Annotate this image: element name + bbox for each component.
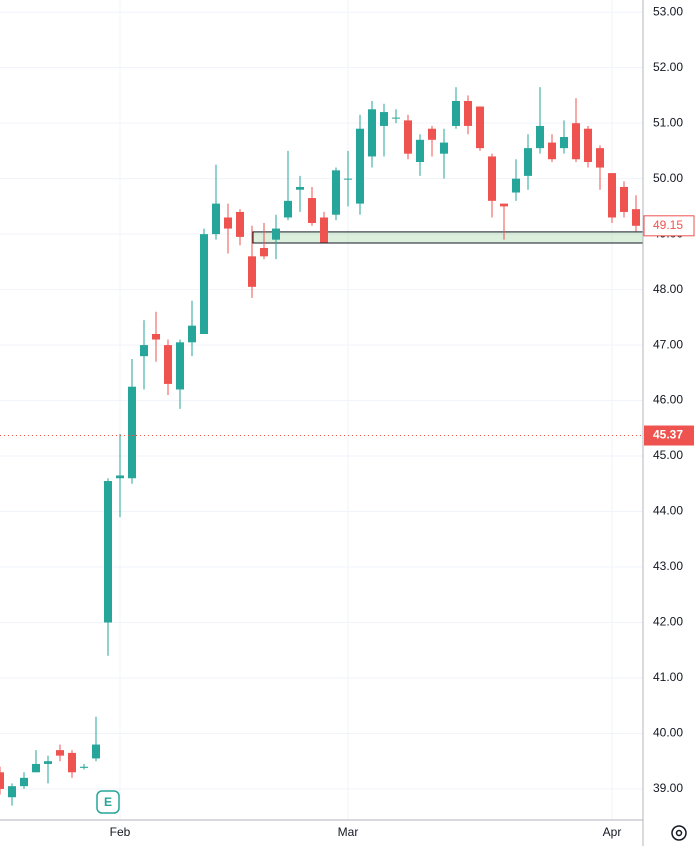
candle-body <box>284 200 292 218</box>
candle-body <box>596 148 604 168</box>
x-tick-label: Mar <box>338 825 359 839</box>
candle-body <box>128 386 136 479</box>
candle-body <box>416 139 424 163</box>
candle-body <box>464 100 472 126</box>
grid-layer <box>0 0 643 820</box>
candle-body <box>20 777 28 787</box>
y-tick-label: 47.00 <box>653 337 683 351</box>
y-tick-label: 45.00 <box>653 448 683 462</box>
candle-body <box>428 128 436 140</box>
candle-body <box>488 156 496 201</box>
candle-body <box>32 763 40 773</box>
candle-body <box>44 761 52 764</box>
axis-layer: 39.00 40.00 41.00 42.00 43.00 44.00 45.00 46.00… <box>96 4 695 839</box>
candle-body <box>212 203 220 235</box>
x-tick-label: Apr <box>603 825 622 839</box>
y-tick-label: 53.00 <box>653 4 683 18</box>
candle-body <box>116 475 124 479</box>
candle-body <box>368 109 376 157</box>
y-tick-label: 41.00 <box>653 670 683 684</box>
last-price-label: 49.15 <box>653 218 683 232</box>
candle-body <box>188 325 196 343</box>
settings-icon[interactable] <box>671 825 687 841</box>
earnings-marker <box>96 790 120 814</box>
candle-body <box>512 178 520 193</box>
y-tick-label: 43.00 <box>653 559 683 573</box>
candle-body <box>0 772 4 789</box>
candle-body <box>260 247 268 257</box>
candle-body <box>92 744 100 759</box>
support-zone <box>252 231 643 244</box>
candle-body <box>344 178 352 180</box>
candle-body <box>200 234 208 334</box>
candle-body <box>140 345 148 357</box>
y-tick-label: 42.00 <box>653 615 683 629</box>
last-price-box <box>643 215 695 237</box>
candle-body <box>152 333 160 340</box>
marks-layer <box>0 87 643 806</box>
y-tick-label: 44.00 <box>653 504 683 518</box>
candle-body <box>236 211 244 237</box>
candle-body <box>308 198 316 224</box>
candle-body <box>608 173 616 218</box>
candle-body <box>560 137 568 149</box>
candle-body <box>524 148 532 176</box>
candle-body <box>440 142 448 154</box>
candle-body <box>548 142 556 160</box>
y-tick-label: 48.00 <box>653 282 683 296</box>
candle-body <box>632 209 640 226</box>
candle-body <box>8 786 16 798</box>
candle-body <box>356 128 364 204</box>
y-tick-label: 39.00 <box>653 781 683 795</box>
y-tick-label: 46.00 <box>653 393 683 407</box>
candle-body <box>164 345 172 384</box>
candle-body <box>56 750 64 756</box>
candle-body <box>176 342 184 390</box>
candle-body <box>224 217 232 229</box>
price-label: 45.37 <box>653 428 683 442</box>
candle-body <box>500 203 508 207</box>
candle-body <box>380 112 388 126</box>
candle-body <box>452 100 460 126</box>
x-tick-label: Feb <box>110 825 131 839</box>
price-label-box <box>644 425 694 446</box>
candle-body <box>80 766 88 768</box>
candle-body <box>332 170 340 215</box>
candle-body <box>536 125 544 149</box>
candle-body <box>572 123 580 160</box>
candle-body <box>392 117 400 119</box>
candle-body <box>248 256 256 287</box>
candle-body <box>404 120 412 154</box>
candle-body <box>296 186 304 190</box>
y-tick-label: 40.00 <box>653 726 683 740</box>
candle-body <box>320 217 328 243</box>
earnings-label: E <box>104 795 112 809</box>
candle-body <box>620 186 628 212</box>
y-tick-label: 52.00 <box>653 60 683 74</box>
y-tick-label: 51.00 <box>653 115 683 129</box>
candle-body <box>272 228 280 240</box>
candle-body <box>584 128 592 163</box>
candle-body <box>104 481 112 623</box>
y-tick-label: 50.00 <box>653 171 683 185</box>
candle-body <box>68 752 76 773</box>
candle-body <box>476 106 484 149</box>
